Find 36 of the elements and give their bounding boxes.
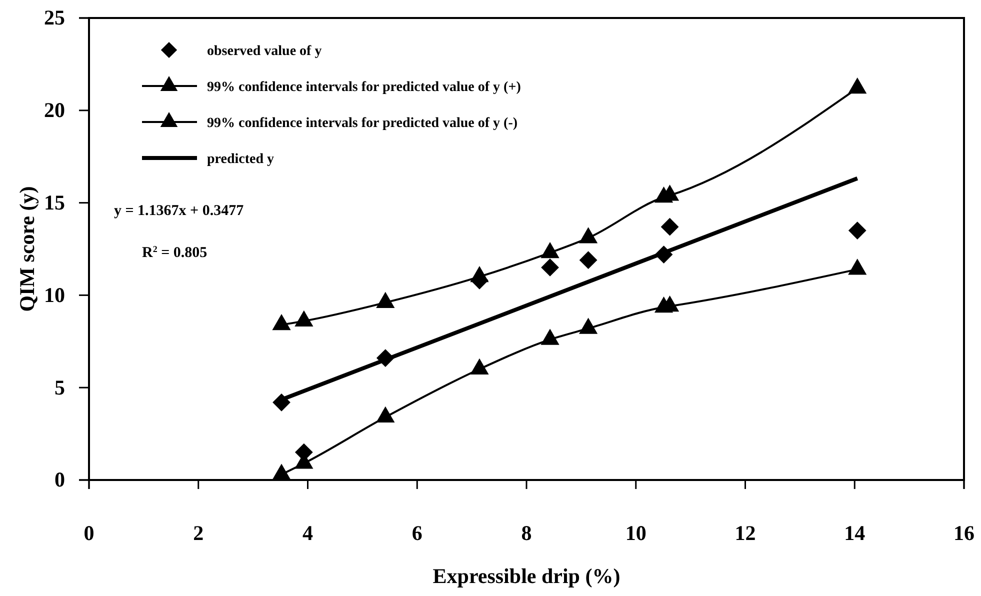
point (272, 314, 291, 330)
x-tick-label: 10 (625, 520, 646, 545)
y-tick-label: 5 (54, 375, 65, 400)
legend-label: predicted y (207, 152, 274, 167)
legend-label: 99% confidence intervals for predicted value of y (-) (207, 116, 518, 131)
legend-label: observed value of y (207, 44, 322, 59)
annotation: R$^{2}$ = 0.805 (142, 244, 208, 261)
x-tick-label: 16 (954, 520, 974, 545)
legend-label: 99% confidence intervals for predicted value of y (+) (207, 80, 522, 95)
x-tick-label: 6 (412, 520, 422, 545)
y-tick-label: 10 (44, 282, 65, 307)
point (578, 227, 598, 244)
point (470, 266, 489, 282)
y-axis-title: QIM score (y) (15, 186, 39, 312)
x-tick-label: 12 (734, 520, 756, 545)
x-axis-title: Expressible drip (%) (432, 564, 620, 588)
point (294, 310, 314, 326)
point (540, 328, 560, 345)
point (376, 406, 395, 423)
y-tick-label: 20 (44, 98, 65, 122)
x-tick-label: 14 (844, 520, 866, 545)
point (578, 318, 598, 334)
point (848, 77, 867, 94)
point (470, 358, 489, 374)
y-tick-label: 25 (44, 6, 65, 30)
point (376, 292, 395, 308)
y-tick-label: 15 (44, 190, 65, 215)
point (272, 464, 291, 480)
point (848, 258, 867, 275)
annotation: y = 1.1367x + 0.3477 (114, 203, 244, 219)
x-tick-label: 8 (521, 520, 532, 545)
x-tick-label: 0 (84, 520, 94, 545)
x-tick-label: 4 (302, 520, 314, 545)
point (540, 242, 560, 258)
y-tick-label: 0 (54, 468, 65, 492)
x-tick-label: 2 (193, 520, 204, 545)
